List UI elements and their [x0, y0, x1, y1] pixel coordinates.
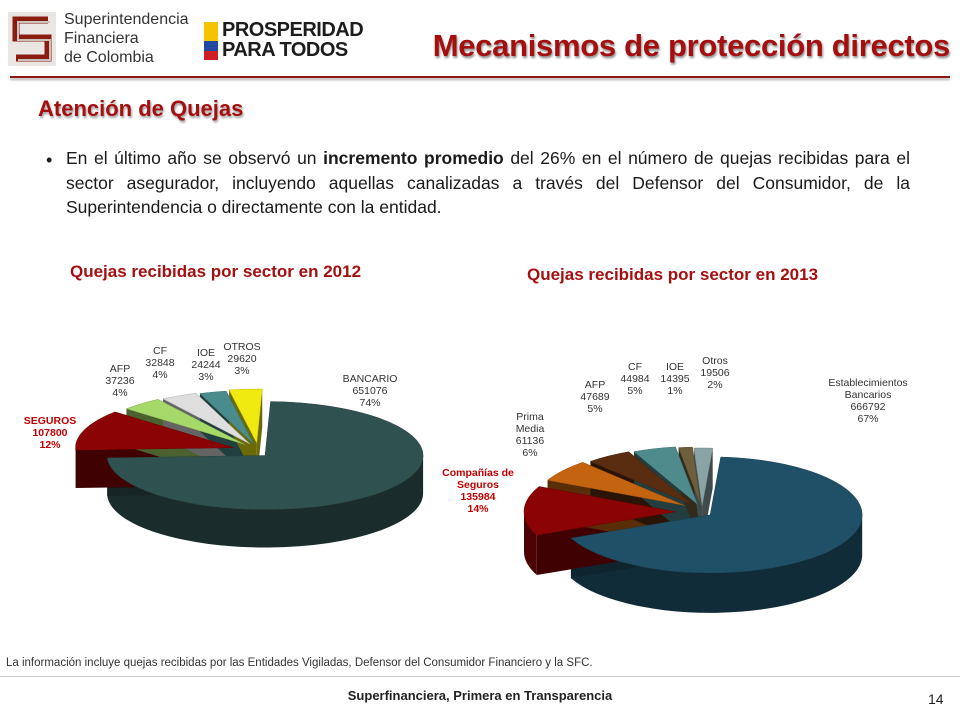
bullet-text-pre: En el último año se observó un	[66, 148, 324, 168]
pie-1-slice-otros	[693, 447, 713, 507]
prosperidad-logo-text: PROSPERIDAD PARA TODOS	[222, 19, 364, 61]
pie-1-slice-afp	[589, 451, 693, 505]
pie-1-label-companias-de-seguros: Compañías de Seguros 135984 14%	[442, 467, 514, 515]
pie-0-slice-bancario	[106, 401, 424, 510]
footer-divider	[0, 676, 960, 677]
pie-0-slice-afp	[125, 399, 246, 445]
pie-0-label-bancario: BANCARIO 651076 74%	[343, 373, 398, 409]
pie-0-slice-otros	[228, 388, 263, 444]
bullet-text-bold: incremento promedio	[323, 148, 504, 168]
pie-chart-2012: BANCARIO 651076 74% SEGUROS 107800 12% AFP 3723…	[24, 341, 424, 548]
pie-1-slice-cf	[633, 446, 699, 506]
pie-1-slice-companias-de-seguros	[523, 486, 677, 536]
title-divider	[10, 76, 950, 78]
sfc-logo-mark-icon	[8, 12, 56, 66]
pie-0-slice-cf	[162, 392, 251, 445]
sfc-logo-text: Superintendencia Financiera de Colombia	[64, 11, 189, 66]
pie-1-wall-establecimientos-bancarios	[570, 514, 863, 613]
pie-0-wall-bancario	[107, 455, 424, 548]
pie-1-wall-companias-de-seguros	[524, 511, 537, 576]
sfc-logo: Superintendencia Financiera de Colombia	[8, 8, 189, 70]
pie-1-slice-prima-media	[546, 462, 685, 506]
pie-1-label-prima-media: Prima Media 61136 6%	[516, 411, 545, 459]
footnote: La información incluye quejas recibidas …	[6, 657, 593, 669]
pie-1-label-ioe: IOE 14395 1%	[660, 361, 689, 397]
pie-0-label-seguros: SEGUROS 107800 12%	[24, 415, 77, 451]
page-title: Mecanismos de protección directos	[432, 28, 951, 63]
prosperidad-logo: PROSPERIDAD PARA TODOS	[204, 20, 364, 64]
pie-0-label-afp: AFP 37236 4%	[105, 363, 134, 399]
pie-1-label-otros: Otros 19506 2%	[700, 355, 729, 391]
section-title: Atención de Quejas	[38, 96, 244, 121]
pie-1-label-afp: AFP 47689 5%	[580, 379, 609, 415]
pie-1-slice-ioe	[678, 446, 701, 506]
prosperidad-line2: PARA TODOS	[222, 39, 348, 61]
bullet-icon: •	[46, 150, 53, 170]
pie-0-slice-seguros	[75, 411, 234, 451]
colombia-flag-icon	[204, 22, 218, 60]
pie-1-label-cf: CF 44984 5%	[620, 361, 649, 397]
prosperidad-line1: PROSPERIDAD	[222, 19, 364, 41]
pie-chart-2013: Establecimientos Bancarios 666792 67% Compañ…	[442, 355, 908, 613]
pie-0-slice-ioe	[199, 390, 255, 445]
pie-0-label-ioe: IOE 24244 3%	[191, 347, 220, 383]
page-number: 14	[928, 691, 944, 707]
pie-1-slice-establecimientos-bancarios	[570, 456, 863, 574]
chart-2012-title: Quejas recibidas por sector en 2012	[70, 262, 362, 281]
chart-2013-title: Quejas recibidas por sector en 2013	[527, 265, 819, 284]
bullet-paragraph: En el último año se observó un increment…	[66, 146, 910, 220]
bullet-text-post: del 26% en el número de quejas recibidas…	[66, 148, 910, 217]
pie-1-label-establecimientos-bancarios: Establecimientos Bancarios 666792 67%	[828, 377, 907, 425]
pie-0-label-cf: CF 32848 4%	[145, 345, 174, 381]
pie-0-label-otros: OTROS 29620 3%	[223, 341, 260, 377]
footer-text: Superfinanciera, Primera en Transparenci…	[347, 688, 613, 703]
